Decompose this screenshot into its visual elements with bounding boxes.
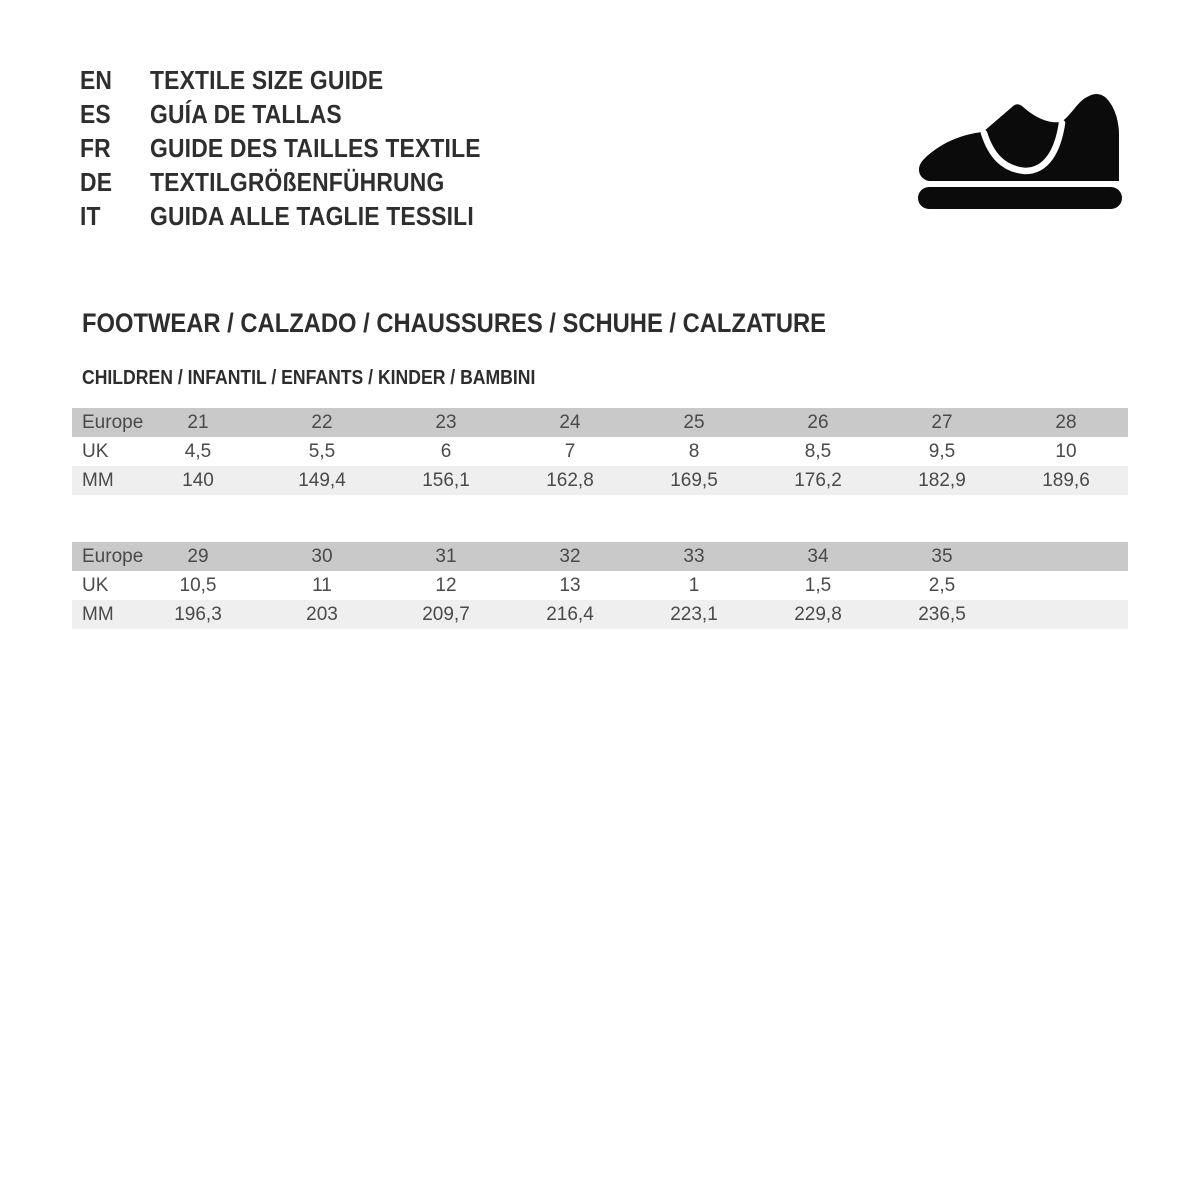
- language-row: DE TEXTILGRÖßENFÜHRUNG: [80, 165, 526, 199]
- language-list: EN TEXTILE SIZE GUIDE ES GUÍA DE TALLAS …: [80, 63, 526, 233]
- section-title: FOOTWEAR / CALZADO / CHAUSSURES / SCHUHE…: [82, 308, 827, 338]
- children-shoe-icon: [915, 90, 1125, 210]
- row-label-mm: MM: [82, 470, 114, 491]
- table-cell: 5,5: [308, 441, 336, 462]
- table-cell: 1: [688, 575, 700, 596]
- table-row-mm: MM 140 149,4 156,1 162,8 169,5 176,2 182…: [72, 466, 1128, 495]
- language-code: ES: [80, 98, 111, 129]
- table-cell: [1004, 600, 1128, 629]
- table-cell: 182,9: [918, 470, 966, 491]
- table-cell: 209,7: [422, 604, 470, 625]
- table-cell: 176,2: [794, 470, 842, 491]
- table-cell: 140: [182, 470, 214, 491]
- row-label-europe: Europe: [82, 412, 144, 433]
- table-cell: 24: [559, 412, 581, 433]
- shoe-strap-line: [980, 119, 1066, 175]
- table-cell: 33: [683, 546, 705, 567]
- shoe-sole-shape: [918, 187, 1122, 209]
- table-cell: 29: [187, 546, 209, 567]
- table-cell: 11: [312, 575, 332, 596]
- row-label-uk: UK: [82, 575, 109, 596]
- language-code: FR: [80, 132, 111, 163]
- table-cell: 12: [435, 575, 457, 596]
- table-cell: 26: [807, 412, 829, 433]
- table-cell: 28: [1055, 412, 1077, 433]
- table-cell: 149,4: [298, 470, 346, 491]
- language-label: GUÍA DE TALLAS: [150, 98, 342, 129]
- table-cell: 4,5: [184, 441, 212, 462]
- language-code: DE: [80, 166, 113, 197]
- table-cell: 229,8: [794, 604, 842, 625]
- table-cell: 35: [931, 546, 953, 567]
- table-cell: 169,5: [670, 470, 718, 491]
- table-cell: 162,8: [546, 470, 594, 491]
- language-label: TEXTILE SIZE GUIDE: [150, 64, 384, 95]
- table-cell: 22: [311, 412, 333, 433]
- table-cell: 27: [931, 412, 953, 433]
- table-cell: 189,6: [1042, 470, 1090, 491]
- table-cell: 10: [1055, 441, 1077, 462]
- table-cell: 25: [683, 412, 705, 433]
- table-cell: 8,5: [804, 441, 832, 462]
- language-code: IT: [80, 200, 101, 231]
- row-label-europe: Europe: [82, 546, 144, 567]
- table-cell: 10,5: [179, 575, 217, 596]
- table-cell: 31: [435, 546, 457, 567]
- table-row-europe: Europe 21 22 23 24 25 26 27 28: [72, 408, 1128, 437]
- table-cell: [1004, 571, 1128, 600]
- language-row: EN TEXTILE SIZE GUIDE: [80, 63, 526, 97]
- table-cell: [1004, 542, 1128, 571]
- row-label-uk: UK: [82, 441, 109, 462]
- language-label: GUIDE DES TAILLES TEXTILE: [150, 132, 481, 163]
- language-label: GUIDA ALLE TAGLIE TESSILI: [150, 200, 474, 231]
- table-row-uk: UK 10,5 11 12 13 1 1,5 2,5: [72, 571, 1128, 600]
- table-cell: 2,5: [928, 575, 956, 596]
- table-cell: 23: [435, 412, 457, 433]
- table-row-mm: MM 196,3 203 209,7 216,4 223,1 229,8 236…: [72, 600, 1128, 629]
- table-cell: 216,4: [546, 604, 594, 625]
- table-cell: 8: [688, 441, 700, 462]
- subsection-title: CHILDREN / INFANTIL / ENFANTS / KINDER /…: [82, 367, 536, 389]
- size-table-children-2: Europe 29 30 31 32 33 34 35 UK 10,5 11 1…: [72, 542, 1128, 629]
- table-cell: 34: [807, 546, 829, 567]
- table-cell: 156,1: [422, 470, 470, 491]
- table-cell: 30: [311, 546, 333, 567]
- language-code: EN: [80, 64, 113, 95]
- table-cell: 21: [187, 412, 209, 433]
- table-cell: 7: [564, 441, 576, 462]
- table-cell: 1,5: [804, 575, 832, 596]
- table-cell: 196,3: [174, 604, 222, 625]
- language-row: FR GUIDE DES TAILLES TEXTILE: [80, 131, 526, 165]
- language-label: TEXTILGRÖßENFÜHRUNG: [150, 166, 445, 197]
- size-table-children-1: Europe 21 22 23 24 25 26 27 28 UK 4,5 5,…: [72, 408, 1128, 495]
- table-cell: 9,5: [928, 441, 956, 462]
- table-cell: 236,5: [918, 604, 966, 625]
- table-cell: 223,1: [670, 604, 718, 625]
- table-row-europe: Europe 29 30 31 32 33 34 35: [72, 542, 1128, 571]
- shoe-body-shape: [918, 94, 1119, 181]
- table-row-uk: UK 4,5 5,5 6 7 8 8,5 9,5 10: [72, 437, 1128, 466]
- table-cell: 6: [440, 441, 452, 462]
- language-row: ES GUÍA DE TALLAS: [80, 97, 526, 131]
- table-cell: 13: [559, 575, 581, 596]
- row-label-mm: MM: [82, 604, 114, 625]
- language-row: IT GUIDA ALLE TAGLIE TESSILI: [80, 199, 526, 233]
- table-cell: 203: [306, 604, 338, 625]
- table-cell: 32: [559, 546, 581, 567]
